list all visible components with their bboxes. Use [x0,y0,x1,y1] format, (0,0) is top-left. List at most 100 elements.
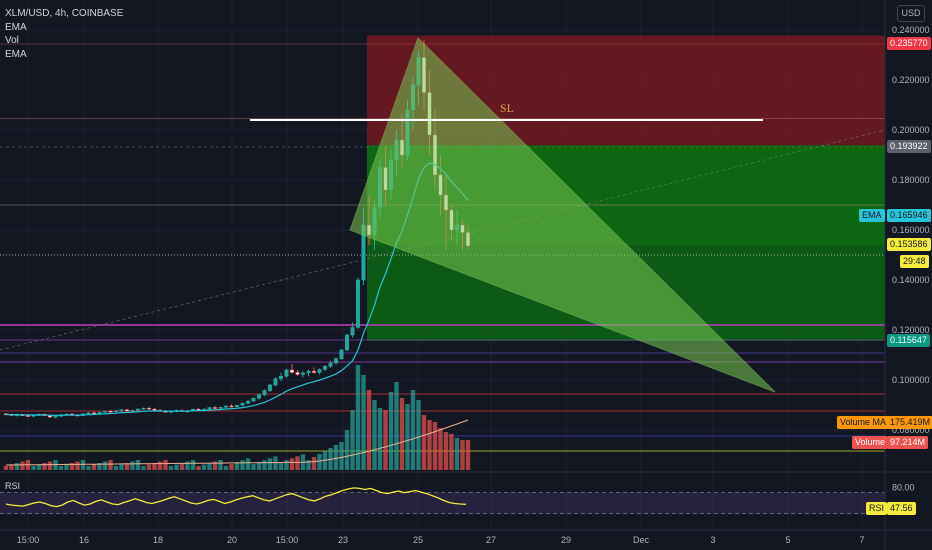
candle-body [289,369,295,373]
volume-bar [311,457,317,470]
symbol-title[interactable]: XLM/USD, 4h, COINBASE [5,8,124,19]
rsi-pane-label[interactable]: RSI [5,481,21,491]
candle-body [97,412,102,414]
volume-bar [284,460,289,470]
candle-body [234,405,240,407]
volume-bar [152,463,157,470]
y-tick-label: 0.220000 [892,75,930,85]
volume-bar [438,428,443,470]
candle-body [218,407,223,409]
candle-body [207,407,212,410]
candle-body [223,405,229,408]
x-tick-label: Dec [633,535,650,545]
candle-body [135,408,141,411]
trend-dotted-line [0,129,886,351]
volume-bar [350,410,355,470]
chart-legend: XLM/USD, 4h, COINBASE EMA Vol EMA [5,7,123,61]
volume-bar [465,440,471,470]
volume-bar [91,464,97,470]
volume-bar [190,460,196,470]
indicator-ema-2[interactable]: EMA [5,48,27,60]
volume-bar [146,464,152,470]
volume-bar [212,461,218,470]
stop-loss-line: SL [250,101,763,121]
volume-bar [58,466,64,470]
volume-bar [416,400,421,470]
ema-line [5,162,469,417]
candle-body [108,411,113,413]
y-tick-label: 0.140000 [892,275,930,285]
candle-body [273,378,278,386]
candle-body [141,408,146,410]
volume-bar [306,460,311,470]
candle-body [152,409,157,411]
volume-bar [317,454,322,470]
volume-bar [141,466,146,470]
candle-body [339,349,344,359]
candle-body [306,371,311,374]
y-tick-label: 0.120000 [892,325,930,335]
candle-body [267,384,273,391]
indicator-ema[interactable]: EMA [5,21,27,33]
target-price-tag: 0.115647 [887,334,930,347]
volume-ma-line [5,419,469,466]
volume-bar [47,461,53,470]
volume-bar [355,365,361,470]
last-price-tag: 0.153586 [887,238,931,251]
volume-bar [223,466,229,470]
rsi-tick-label: 80.00 [892,482,915,492]
volume-bar [168,466,174,470]
volume-bar [405,404,410,470]
rsi-label-tag: RSI [866,502,888,515]
candle-body [212,407,218,409]
volume-bar [427,420,432,470]
candle-body [295,372,300,375]
volume-bar [185,461,190,470]
x-tick-label: 29 [561,535,571,545]
x-tick-label: 23 [338,535,348,545]
ema-line-path [5,162,469,417]
candle-body [317,369,322,373]
ema-label-tag: EMA [859,209,885,222]
volume-bar [421,415,427,470]
candle-body [355,279,361,328]
volume-bar [108,460,113,470]
candle-body [47,415,53,418]
candle-body [350,327,355,336]
x-tick-label: 27 [486,535,496,545]
volume-bar [97,463,102,470]
volume-bar [69,463,75,470]
x-tick-label: 7 [859,535,864,545]
volume-bar [3,466,9,470]
y-tick-label: 0.180000 [892,175,930,185]
candle-body [300,372,306,375]
indicator-vol[interactable]: Vol [5,35,19,46]
candle-body [146,408,152,410]
rsi-value-tag: 47.56 [887,502,916,515]
volume-value: 97.214M [887,436,929,449]
volume-bar [207,463,212,470]
rsi-pane [0,487,885,514]
candle-body [119,409,124,411]
ema-price-tag: 0.165946 [887,209,931,222]
volume-bar [256,462,262,470]
candle-body [262,390,267,395]
volume-ma-label: Volume MA [837,416,890,429]
x-tick-label: 25 [413,535,423,545]
volume-bar [86,466,91,470]
volume-bar [9,464,14,470]
volume-bar [449,434,454,470]
triangle-shape [349,37,776,393]
volume-bar [218,460,223,470]
candle-body [113,410,119,412]
currency-button[interactable]: USD [897,5,925,22]
volume-bar [333,445,339,470]
volume-bar [460,440,465,470]
candle-body [251,398,256,402]
volume-bar [64,464,69,470]
volume-bar [245,458,251,470]
volume-bar [119,464,124,470]
x-tick-label: 5 [785,535,790,545]
